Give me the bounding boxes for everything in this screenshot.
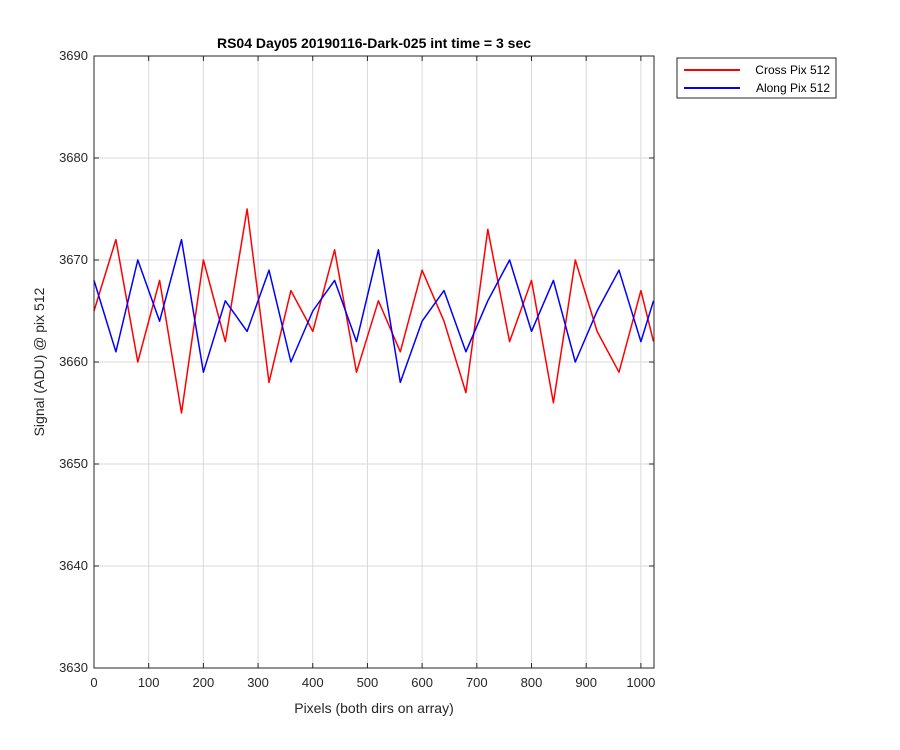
x-tick-label: 600 xyxy=(411,675,433,690)
y-tick-label: 3660 xyxy=(59,354,88,369)
x-tick-label: 500 xyxy=(357,675,379,690)
x-tick-label: 300 xyxy=(247,675,269,690)
y-axis-label: Signal (ADU) @ pix 512 xyxy=(31,287,47,436)
ticks: 0 100 200 300 400 500 600 700 800 900 1000 3630 3640… xyxy=(59,48,655,690)
y-tick-label: 3640 xyxy=(59,558,88,573)
legend-box xyxy=(676,57,837,99)
x-tick-label: 800 xyxy=(521,675,543,690)
legend-label-along: Along Pix 512 xyxy=(756,81,830,95)
y-tick-label: 3650 xyxy=(59,456,88,471)
y-tick-label: 3690 xyxy=(59,48,88,63)
series-line-along xyxy=(93,238,655,384)
x-tick-label: 900 xyxy=(575,675,597,690)
y-tick-label: 3630 xyxy=(59,660,88,675)
x-axis-label: Pixels (both dirs on array) xyxy=(294,700,454,716)
y-tick-label: 3670 xyxy=(59,252,88,267)
grid xyxy=(94,56,654,668)
y-tick-label: 3680 xyxy=(59,150,88,165)
x-tick-label: 400 xyxy=(302,675,324,690)
x-tick-label: 100 xyxy=(138,675,160,690)
x-tick-label: 0 xyxy=(90,675,97,690)
x-tick-label: 200 xyxy=(193,675,215,690)
legend-label-cross: Cross Pix 512 xyxy=(755,63,830,77)
x-tick-label: 700 xyxy=(466,675,488,690)
series-line-cross xyxy=(93,208,655,414)
series-layer xyxy=(93,208,655,414)
chart-title: RS04 Day05 20190116-Dark-025 int time = … xyxy=(217,35,531,51)
x-tick-label: 1000 xyxy=(626,675,655,690)
legend: Cross Pix 512 Along Pix 512 xyxy=(676,57,837,99)
